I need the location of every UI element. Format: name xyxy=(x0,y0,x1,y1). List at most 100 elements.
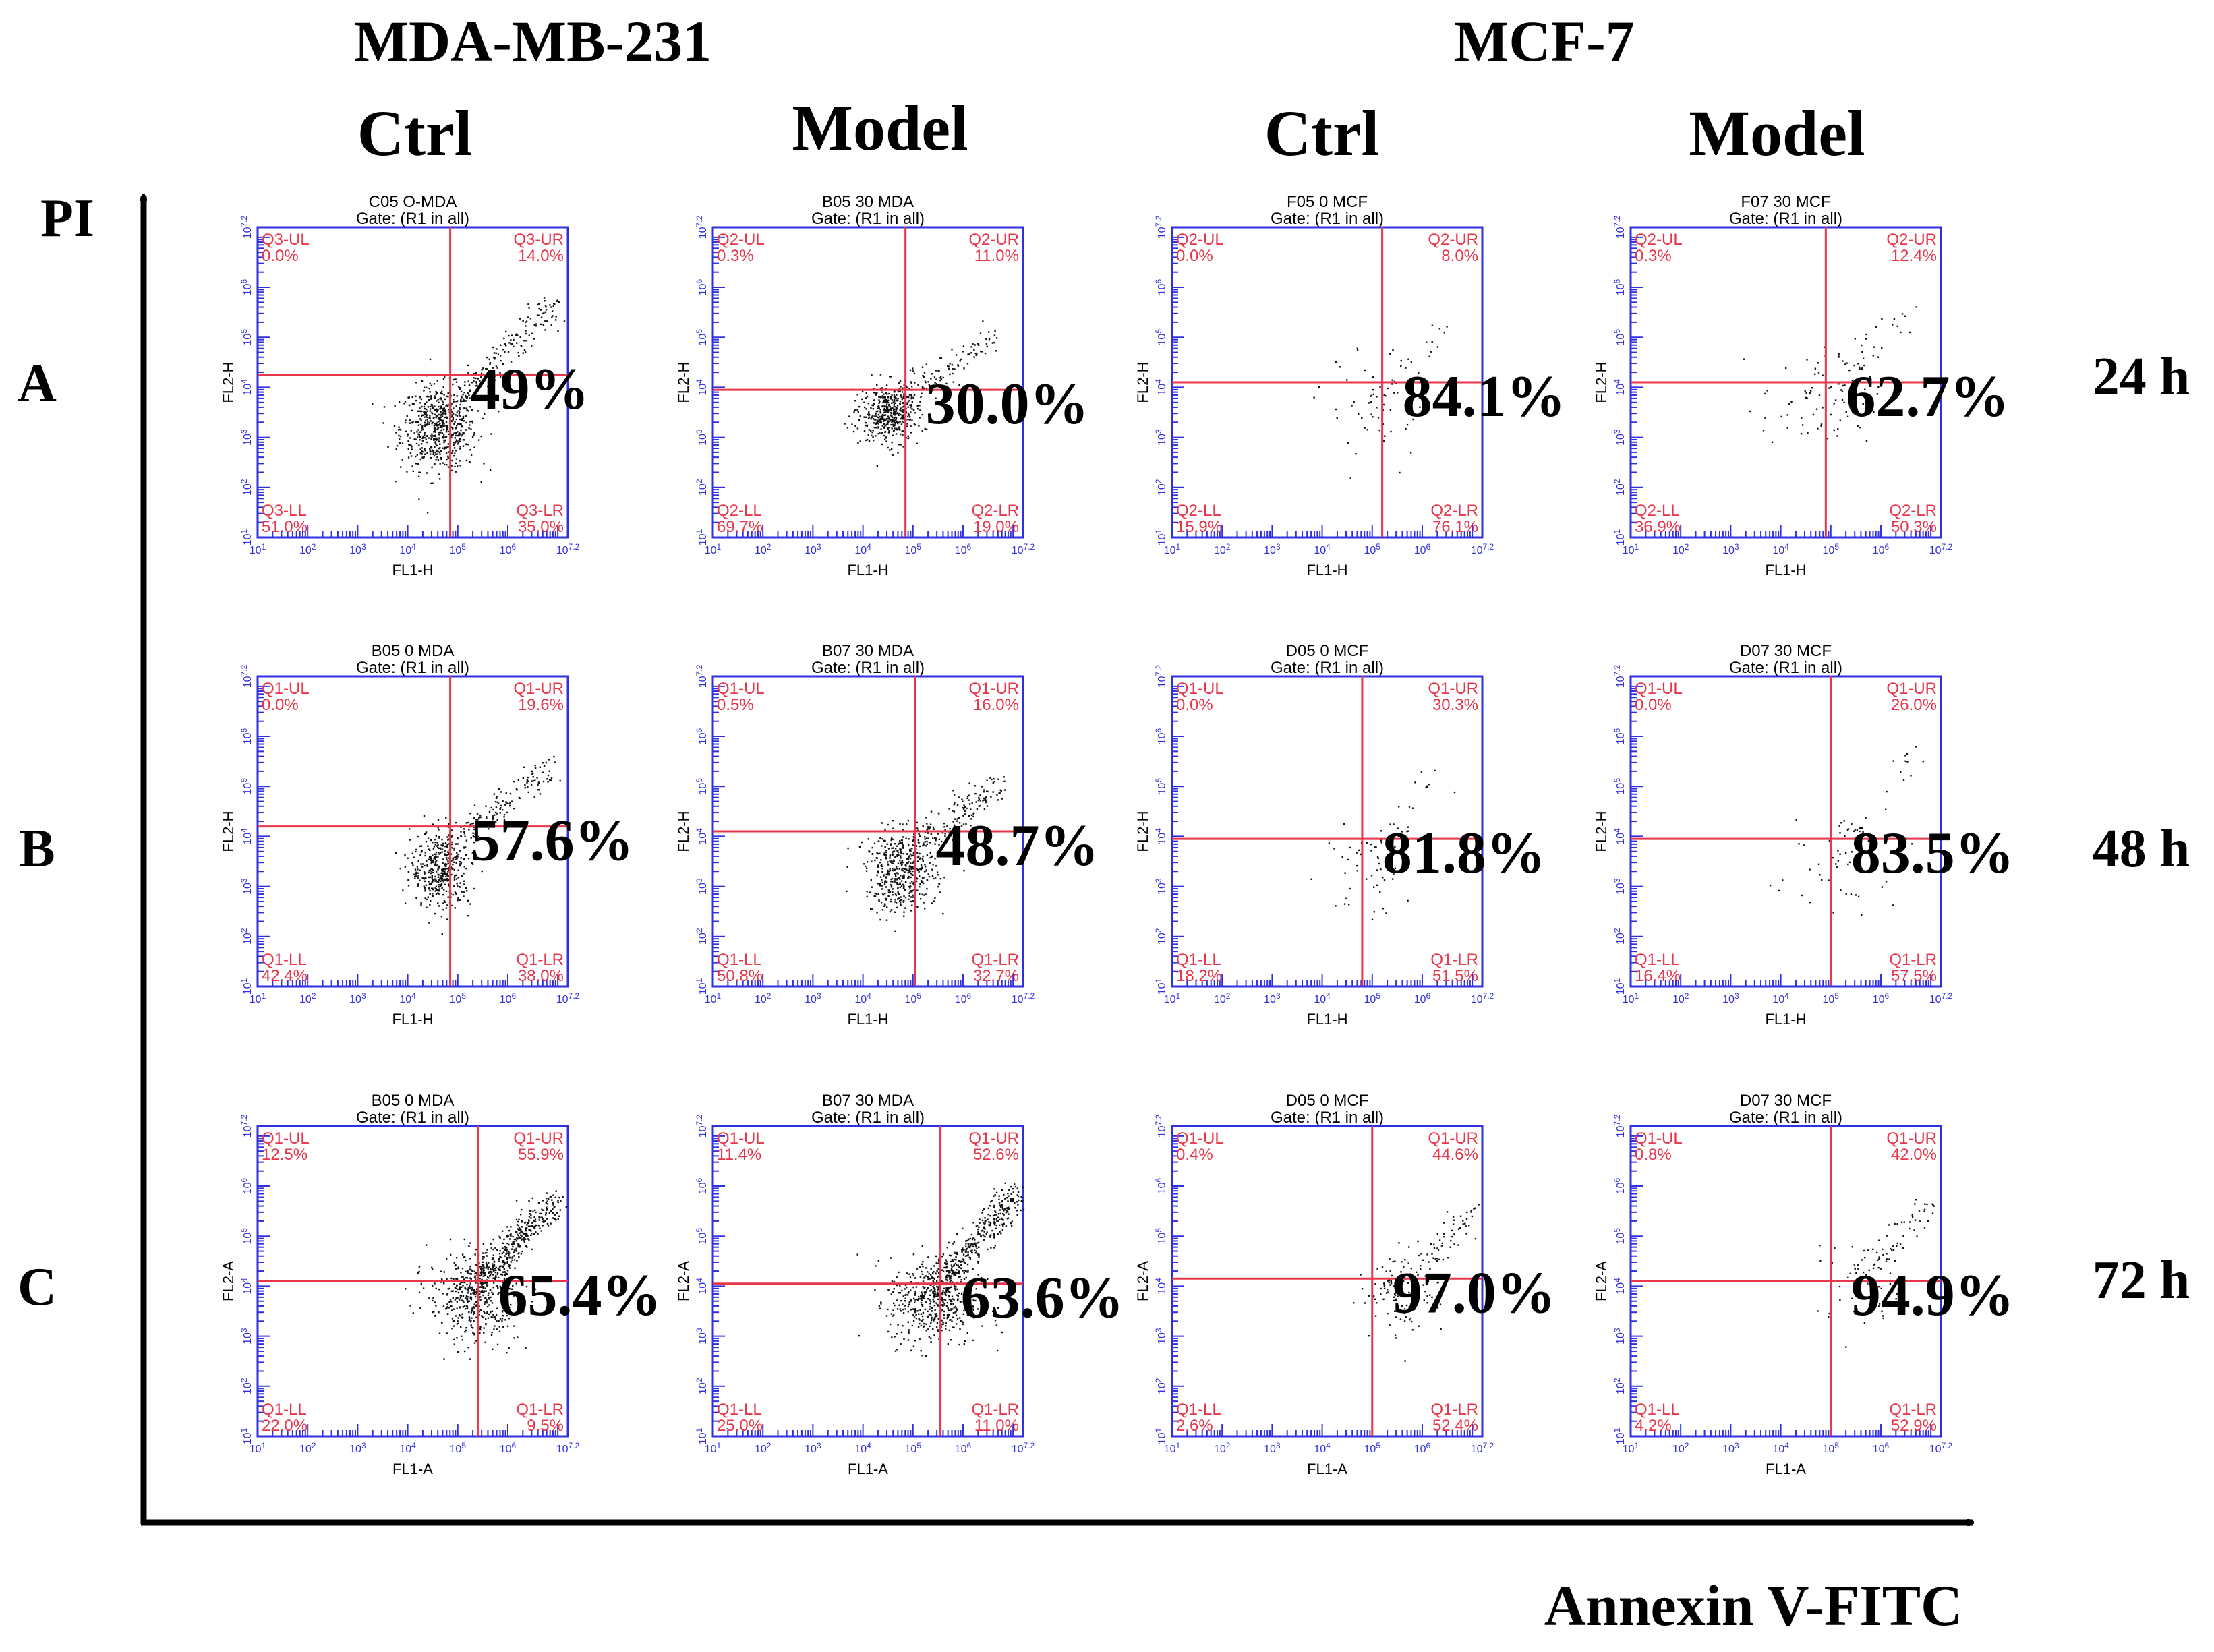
event-dot xyxy=(952,839,954,842)
y-axis-name: FL2-H xyxy=(675,361,692,403)
event-dot xyxy=(441,421,444,423)
event-dot xyxy=(455,378,457,380)
event-dot xyxy=(463,1350,466,1353)
event-dot xyxy=(441,432,444,434)
event-dot xyxy=(964,810,966,813)
event-dot xyxy=(444,440,446,442)
event-dot xyxy=(508,334,510,337)
event-dot xyxy=(966,363,969,365)
event-dot xyxy=(447,430,450,432)
event-dot xyxy=(440,429,442,432)
event-dot xyxy=(902,836,904,838)
event-dot xyxy=(908,871,910,873)
event-dot xyxy=(1838,355,1840,357)
event-dot xyxy=(1376,869,1378,871)
event-dot xyxy=(901,398,903,401)
event-dot xyxy=(913,372,916,375)
event-dot xyxy=(898,868,901,870)
event-dot xyxy=(919,868,921,871)
event-dot xyxy=(506,1242,508,1245)
x-tick-label: 102 xyxy=(299,991,316,1005)
event-dot xyxy=(475,385,477,387)
event-dot xyxy=(439,416,442,418)
event-dot xyxy=(1394,867,1397,869)
event-dot xyxy=(527,1222,529,1225)
event-dot xyxy=(467,392,469,394)
event-dot xyxy=(496,1273,499,1275)
event-dot xyxy=(912,370,914,372)
y-tick-label: 106 xyxy=(1612,278,1627,295)
event-dot xyxy=(524,784,526,786)
event-dot xyxy=(461,400,463,403)
event-dot xyxy=(1411,807,1414,809)
event-dot xyxy=(896,420,898,423)
event-dot xyxy=(415,421,417,423)
event-dot xyxy=(938,813,940,815)
event-dot xyxy=(519,1245,521,1247)
event-dot xyxy=(886,393,888,395)
event-dot xyxy=(531,1233,533,1235)
event-dot xyxy=(469,1287,471,1289)
event-dot xyxy=(528,1220,530,1222)
event-dot xyxy=(428,871,430,874)
event-dot xyxy=(405,419,407,421)
event-dot xyxy=(479,816,482,819)
event-dot xyxy=(887,874,890,876)
event-dot xyxy=(500,804,502,807)
event-dot xyxy=(490,1316,492,1318)
quadrant-percent: 69.7% xyxy=(717,518,763,536)
event-dot xyxy=(479,1286,482,1288)
event-dot xyxy=(446,1332,448,1334)
event-dot xyxy=(538,1219,540,1221)
event-dot xyxy=(920,864,923,866)
event-dot xyxy=(409,839,411,841)
event-dot xyxy=(435,888,437,890)
event-dot xyxy=(881,871,883,873)
event-dot xyxy=(468,1318,471,1320)
event-dot xyxy=(454,421,456,423)
event-dot xyxy=(878,396,880,398)
event-dot xyxy=(522,1238,524,1240)
event-dot xyxy=(440,844,442,846)
event-dot xyxy=(433,846,436,848)
event-dot xyxy=(919,845,921,848)
event-dot xyxy=(478,1297,480,1299)
event-dot xyxy=(1376,884,1378,886)
event-dot xyxy=(483,1332,485,1334)
event-dot xyxy=(1873,411,1875,413)
event-dot xyxy=(487,1317,490,1319)
event-dot xyxy=(990,796,992,798)
event-dot xyxy=(471,1287,473,1289)
x-tick-label: 102 xyxy=(755,542,771,556)
event-dot xyxy=(1398,806,1400,808)
event-dot xyxy=(527,303,529,305)
event-dot xyxy=(432,407,434,409)
y-tick-label: 103 xyxy=(239,429,254,446)
event-dot xyxy=(881,893,884,895)
event-dot xyxy=(900,855,902,857)
event-dot xyxy=(870,407,872,409)
event-dot xyxy=(459,403,461,406)
event-dot xyxy=(885,423,887,425)
event-dot xyxy=(891,415,893,417)
event-dot xyxy=(448,834,450,836)
event-dot xyxy=(865,865,867,868)
event-dot xyxy=(513,1243,515,1245)
event-dot xyxy=(968,353,970,355)
event-dot xyxy=(444,850,446,852)
event-dot xyxy=(899,899,901,902)
event-dot xyxy=(406,471,408,473)
event-dot xyxy=(869,413,871,416)
event-dot xyxy=(844,423,846,425)
event-dot xyxy=(1405,427,1407,430)
event-dot xyxy=(892,401,894,403)
event-dot xyxy=(1373,886,1375,888)
event-dot xyxy=(429,859,432,861)
event-dot xyxy=(558,1196,560,1199)
event-dot xyxy=(515,788,518,790)
event-dot xyxy=(902,870,904,872)
event-dot xyxy=(425,832,427,834)
event-dot xyxy=(867,417,870,419)
event-dot xyxy=(1380,842,1383,844)
event-dot xyxy=(475,381,477,383)
